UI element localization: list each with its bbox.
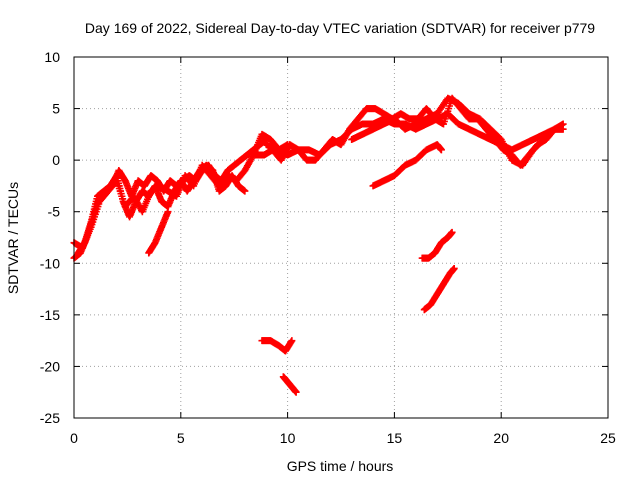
y-tick-label: -20: [40, 358, 60, 374]
series-arc-4: [252, 94, 567, 169]
y-tick-labels: -25 -20 -15 -10 -5 0 5 10: [40, 49, 60, 426]
x-tick-label: 10: [280, 430, 296, 446]
plot-frame: [73, 56, 609, 419]
series-arc-7: [145, 208, 172, 257]
series-arc-8: [369, 141, 445, 190]
y-tick-label: -25: [40, 410, 60, 426]
x-tick-label: 5: [177, 430, 185, 446]
x-tick-label: 25: [600, 430, 616, 446]
data-point: [448, 228, 456, 236]
data-point: [550, 126, 558, 134]
y-tick-label: 10: [44, 49, 60, 65]
data-point: [450, 264, 458, 272]
y-tick-label: -5: [48, 204, 61, 220]
series-arc-11: [418, 228, 456, 262]
x-axis-label: GPS time / hours: [287, 458, 394, 474]
series-arc-10: [279, 373, 300, 396]
data-point: [559, 125, 567, 133]
series-arc-6: [348, 94, 559, 169]
y-tick-label: 0: [52, 152, 60, 168]
y-axis-label: SDTVAR / TECUs: [5, 182, 21, 294]
y-tick-label: -15: [40, 307, 60, 323]
series-arc-9: [258, 337, 296, 355]
data-point: [292, 388, 300, 396]
data-points: [70, 94, 567, 396]
series-arc-3: [74, 161, 249, 257]
data-point: [437, 146, 445, 154]
tick-marks: [73, 56, 609, 419]
x-tick-label: 20: [493, 430, 509, 446]
data-point: [241, 187, 249, 195]
y-tick-label: 5: [52, 101, 60, 117]
chart-title: Day 169 of 2022, Sidereal Day-to-day VTE…: [85, 20, 595, 36]
data-point: [288, 337, 296, 345]
x-tick-labels: 0 5 10 15 20 25: [70, 430, 616, 446]
x-tick-label: 0: [70, 430, 78, 446]
x-tick-label: 15: [387, 430, 403, 446]
data-point: [164, 208, 172, 216]
series-arc-12: [420, 264, 458, 314]
y-tick-label: -10: [40, 255, 60, 271]
data-point: [551, 125, 559, 133]
